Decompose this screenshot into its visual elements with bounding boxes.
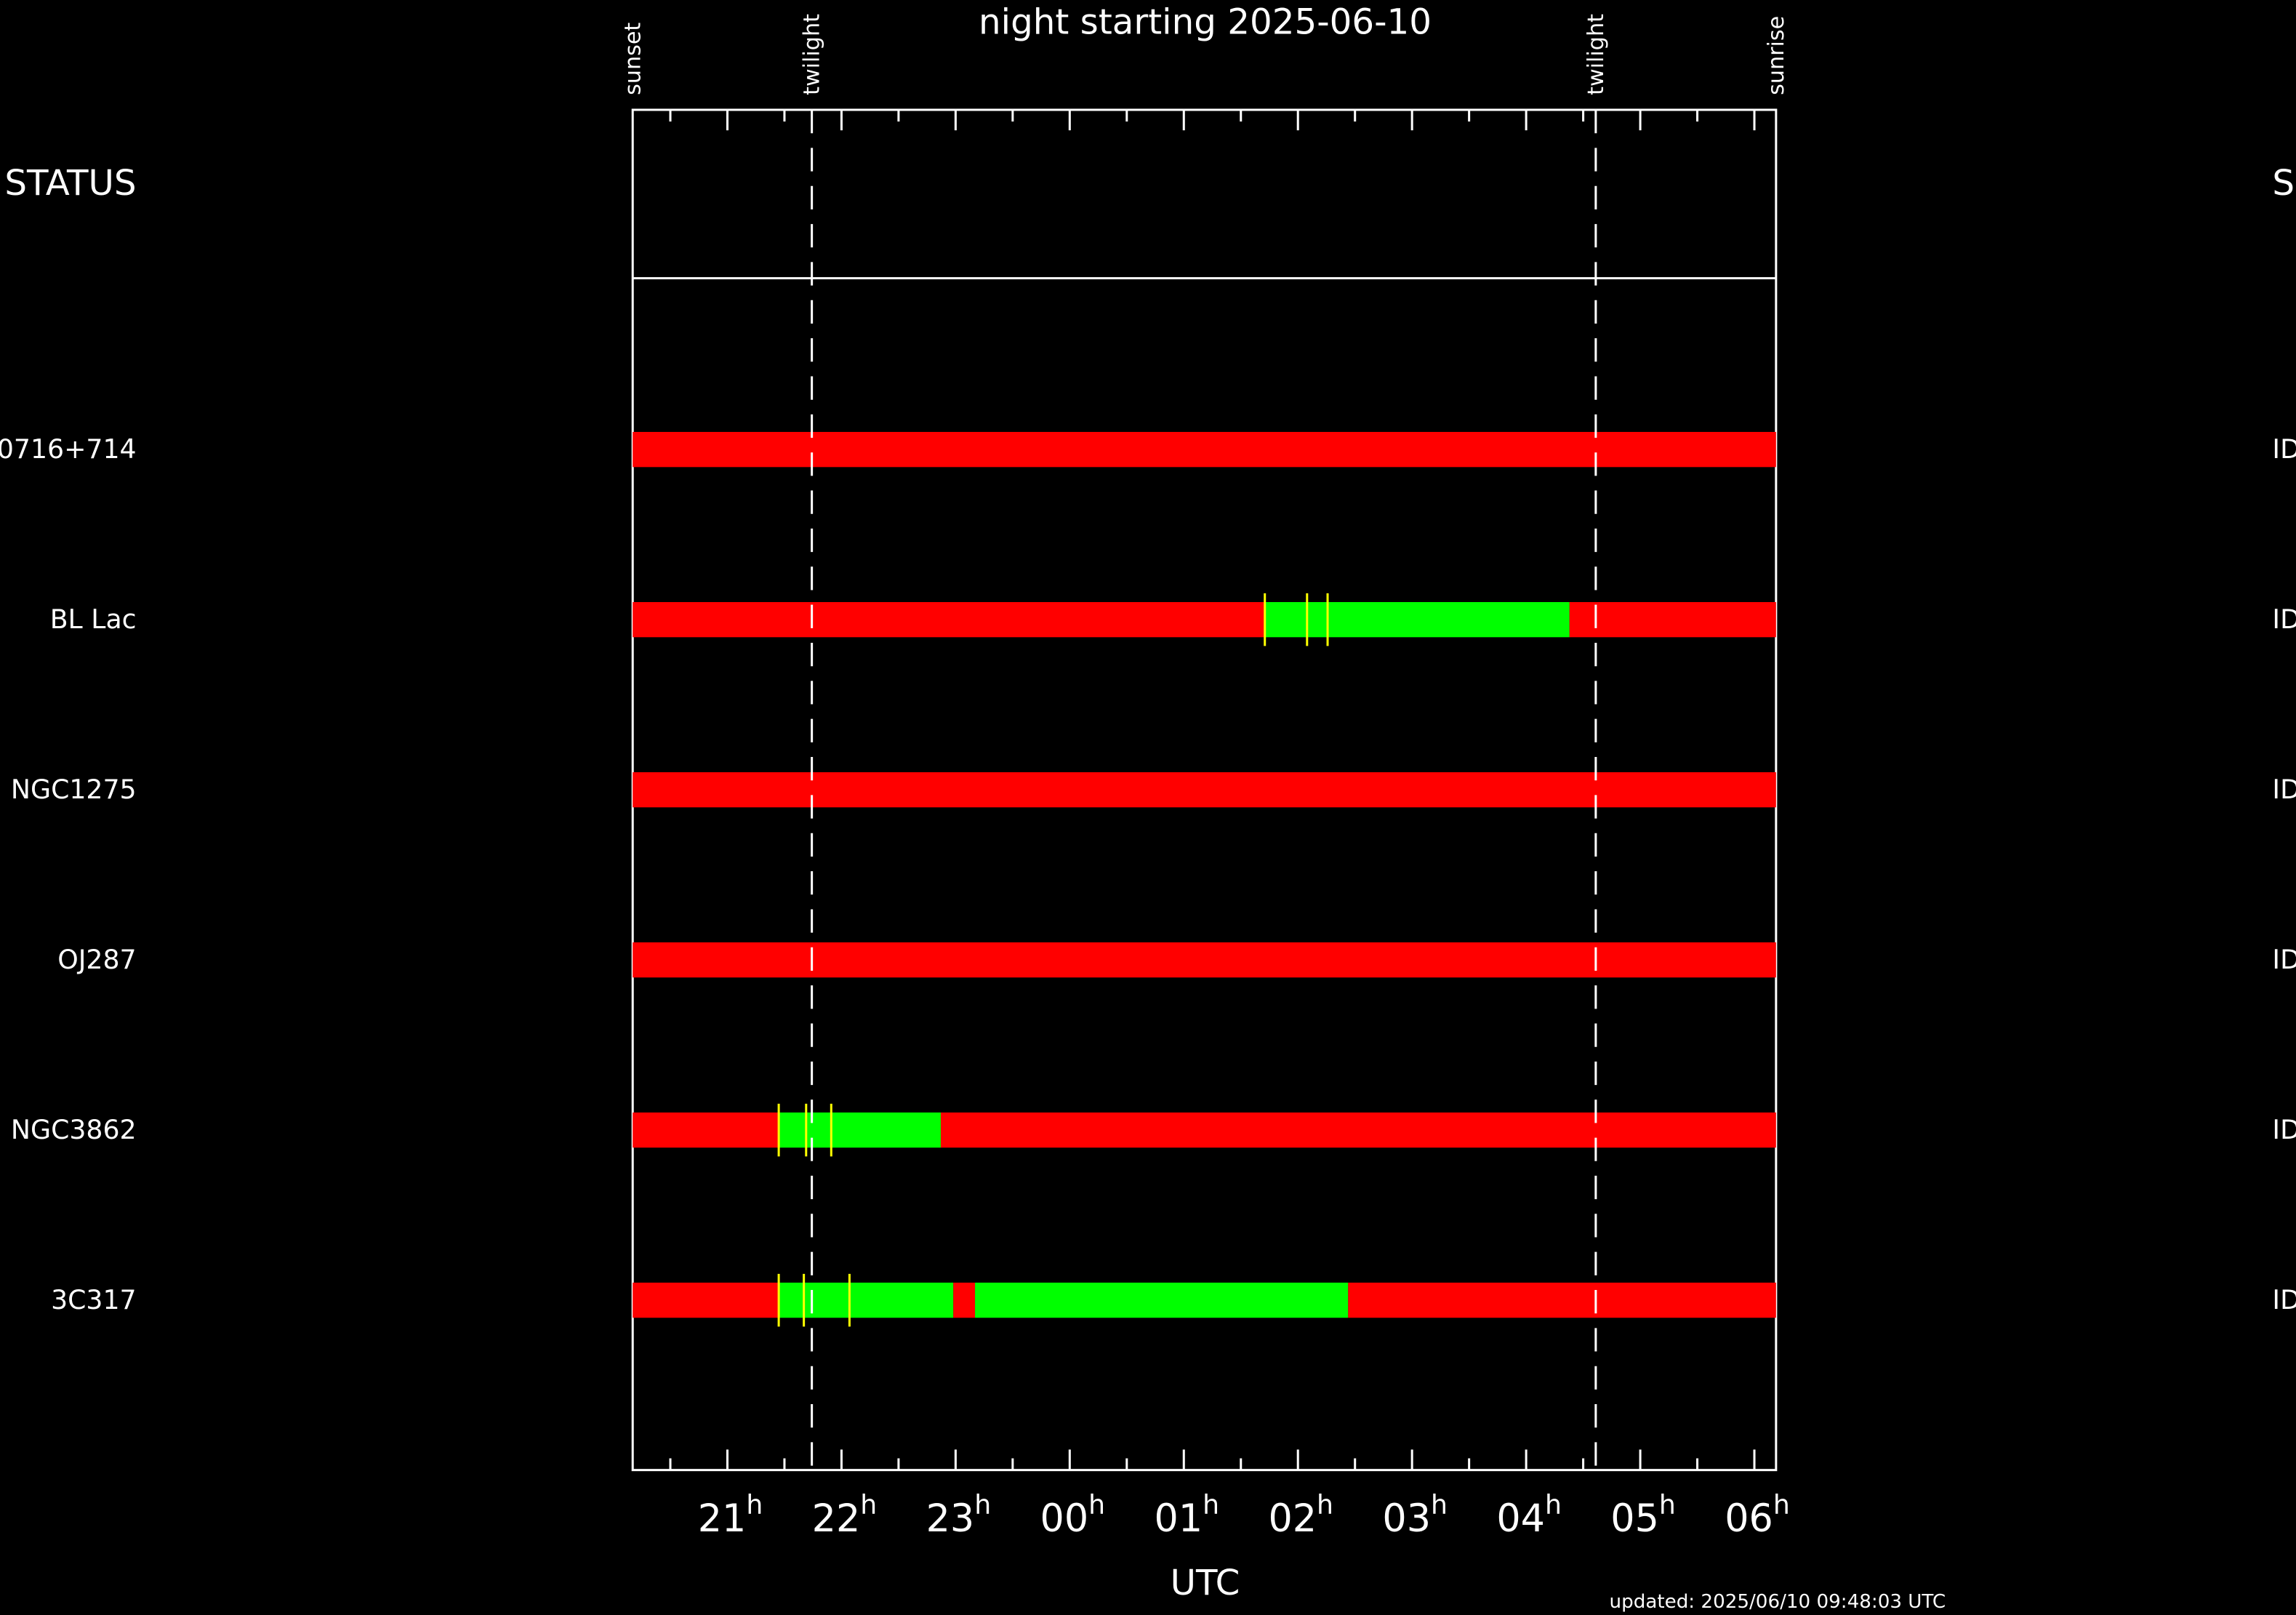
event-label: sunrise <box>1764 16 1789 95</box>
x-tick-label: 04h <box>1496 1489 1562 1541</box>
x-tick-suffix: h <box>1659 1489 1676 1520</box>
segment <box>953 1282 976 1318</box>
x-tick-label: 03h <box>1382 1489 1448 1541</box>
x-tick-suffix: h <box>860 1489 877 1520</box>
segment <box>633 1282 779 1318</box>
x-tick-value: 00 <box>1040 1496 1089 1541</box>
x-tick-value: 22 <box>812 1496 861 1541</box>
segment <box>779 1112 941 1148</box>
row-status: ID <box>2272 1284 2296 1315</box>
row-status: ID <box>2272 604 2296 635</box>
x-tick-value: 02 <box>1268 1496 1317 1541</box>
x-tick-value: 23 <box>926 1496 975 1541</box>
header-left: STATUS <box>4 163 136 204</box>
row-label: 3C317 <box>51 1284 137 1315</box>
x-tick-value: 21 <box>698 1496 747 1541</box>
x-tick-value: 01 <box>1155 1496 1203 1541</box>
event-label: twilight <box>1583 14 1609 95</box>
segment <box>1569 601 1776 638</box>
x-tick-suffix: h <box>1203 1489 1219 1520</box>
row-label: BL Lac <box>50 604 137 635</box>
row-status: ID <box>2272 1114 2296 1145</box>
x-tick-value: 04 <box>1496 1496 1545 1541</box>
segment <box>975 1282 1349 1318</box>
x-tick-label: 21h <box>698 1489 763 1541</box>
x-tick-label: 00h <box>1040 1489 1106 1541</box>
x-tick-label: 23h <box>926 1489 992 1541</box>
segment <box>633 942 1776 978</box>
x-tick-suffix: h <box>974 1489 991 1520</box>
x-tick-value: 05 <box>1610 1496 1659 1541</box>
footer: updated: 2025/06/10 09:48:03 UTC <box>1610 1591 1946 1613</box>
x-tick-label: 06h <box>1725 1489 1790 1541</box>
segment <box>633 1112 779 1148</box>
event-label: sunset <box>620 23 646 95</box>
header-right: S <box>2272 163 2295 204</box>
segment <box>1264 601 1570 638</box>
x-tick-value: 03 <box>1382 1496 1431 1541</box>
segment <box>633 601 1265 638</box>
x-axis-label: UTC <box>1171 1563 1240 1603</box>
chart-title: night starting 2025-06-10 <box>979 1 1432 42</box>
x-tick-suffix: h <box>1088 1489 1105 1520</box>
segment <box>779 1282 954 1318</box>
row-status: ID <box>2272 433 2296 465</box>
x-tick-label: 01h <box>1155 1489 1220 1541</box>
row-label: OJ287 <box>57 944 136 975</box>
x-tick-suffix: h <box>1545 1489 1562 1520</box>
row-label: NGC3862 <box>11 1114 137 1145</box>
x-tick-suffix: h <box>1431 1489 1448 1520</box>
row-status: ID <box>2272 944 2296 975</box>
x-tick-label: 22h <box>812 1489 878 1541</box>
x-tick-label: 05h <box>1610 1489 1676 1541</box>
row-status: ID <box>2272 774 2296 805</box>
event-label: twilight <box>800 14 825 95</box>
x-tick-suffix: h <box>746 1489 763 1520</box>
segment <box>1348 1282 1776 1318</box>
x-tick-suffix: h <box>1773 1489 1790 1520</box>
row-label: 0716+714 <box>0 433 137 465</box>
x-tick-label: 02h <box>1268 1489 1333 1541</box>
segment <box>940 1112 1776 1148</box>
segment <box>633 772 1776 808</box>
segment <box>633 432 1776 468</box>
x-tick-suffix: h <box>1317 1489 1333 1520</box>
x-tick-value: 06 <box>1725 1496 1773 1541</box>
row-label: NGC1275 <box>11 774 137 805</box>
